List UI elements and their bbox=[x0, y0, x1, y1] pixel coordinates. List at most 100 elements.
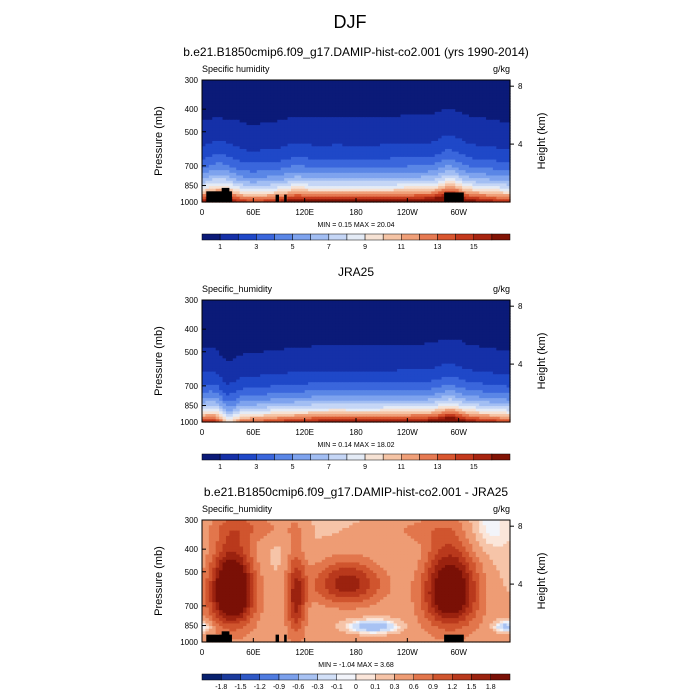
colorbar-tick-label: -1.5 bbox=[234, 684, 246, 691]
colorbar-swatch bbox=[364, 233, 384, 241]
colorbar: -1.8 -1.5 -1.2 -0.9 -0.6 -0.3 -0.1 0 0.1 0.3 0.6 0.… bbox=[201, 673, 511, 691]
colorbar-swatch bbox=[491, 233, 511, 241]
colorbar-tick-label: 11 bbox=[398, 244, 405, 251]
x-tick-label: 0 bbox=[200, 648, 205, 657]
colorbar-swatch bbox=[346, 453, 366, 461]
y-tick-label: 850 bbox=[185, 182, 199, 191]
min-max-label: MIN = 0.14 MAX = 18.02 bbox=[317, 442, 394, 449]
colorbar-tick-label: -0.9 bbox=[273, 684, 285, 691]
colorbar-swatch bbox=[201, 673, 222, 681]
colorbar-swatch bbox=[364, 453, 384, 461]
x-tick-label: 60W bbox=[450, 428, 467, 437]
topography-mask bbox=[221, 187, 230, 202]
colorbar-swatch bbox=[455, 453, 475, 461]
colorbar-tick-label: 0.1 bbox=[370, 684, 380, 691]
colorbar-tick-label: 3 bbox=[254, 464, 258, 471]
panel-1: b.e21.B1850cmip6.f09_g17.DAMIP-hist-co2.… bbox=[153, 45, 548, 251]
y-axis-label: Pressure (mb) bbox=[153, 546, 165, 616]
colorbar-swatch bbox=[240, 673, 260, 681]
y-tick-label: 500 bbox=[185, 348, 199, 357]
colorbar-tick-label: 5 bbox=[291, 244, 295, 251]
y-tick-label: 1000 bbox=[180, 418, 198, 427]
topography-mask bbox=[275, 194, 279, 202]
colorbar-swatch bbox=[317, 673, 337, 681]
y-right-axis-label: Height (km) bbox=[536, 333, 548, 390]
x-tick-label: 0 bbox=[200, 428, 205, 437]
panel-variable-label: Specific_humidity bbox=[202, 284, 273, 294]
colorbar-swatch bbox=[292, 233, 311, 241]
colorbar-tick-label: 7 bbox=[327, 244, 331, 251]
y-tick-label: 850 bbox=[185, 622, 199, 631]
y-tick-label: 700 bbox=[185, 602, 199, 611]
colorbar-tick-label: 1 bbox=[218, 464, 222, 471]
y-tick-label: 700 bbox=[185, 162, 199, 171]
colorbar-swatch bbox=[382, 453, 402, 461]
colorbar-swatch bbox=[394, 673, 414, 681]
colorbar-tick-label: 1 bbox=[218, 244, 222, 251]
y-tick-label: 300 bbox=[185, 76, 199, 85]
colorbar-tick-label: 0.9 bbox=[428, 684, 438, 691]
colorbar-swatch bbox=[437, 233, 456, 241]
x-tick-label: 180 bbox=[349, 428, 363, 437]
colorbar-swatch bbox=[471, 673, 491, 681]
colorbar-swatch bbox=[452, 673, 472, 681]
topography-mask bbox=[444, 192, 464, 202]
colorbar-swatch bbox=[382, 233, 402, 241]
panel-title: b.e21.B1850cmip6.f09_g17.DAMIP-hist-co2.… bbox=[204, 485, 508, 499]
x-tick-label: 120W bbox=[397, 648, 418, 657]
colorbar-swatch bbox=[437, 453, 456, 461]
y-axis-label: Pressure (mb) bbox=[153, 326, 165, 396]
x-tick-label: 60E bbox=[246, 648, 260, 657]
colorbar: 1 3 5 7 9 11 13 15 bbox=[201, 233, 511, 251]
colorbar-swatch bbox=[336, 673, 357, 681]
x-tick-label: 180 bbox=[349, 648, 363, 657]
colorbar-swatch bbox=[256, 233, 275, 241]
y-right-tick-label: 4 bbox=[518, 360, 523, 369]
topography-mask bbox=[221, 631, 230, 642]
figure-title: DJF bbox=[334, 12, 367, 32]
x-tick-label: 120W bbox=[397, 208, 418, 217]
panel-title: JRA25 bbox=[338, 265, 374, 279]
colorbar-swatch bbox=[375, 673, 395, 681]
colorbar-swatch bbox=[221, 673, 241, 681]
y-tick-label: 500 bbox=[185, 128, 199, 137]
contour-field bbox=[202, 520, 511, 643]
x-tick-label: 0 bbox=[200, 208, 205, 217]
colorbar-tick-label: -1.8 bbox=[215, 684, 227, 691]
y-right-tick-label: 8 bbox=[518, 302, 523, 311]
colorbar-swatch bbox=[292, 453, 311, 461]
colorbar-tick-label: 9 bbox=[363, 464, 367, 471]
colorbar-swatch bbox=[328, 453, 348, 461]
y-tick-label: 1000 bbox=[180, 638, 198, 647]
topography-mask bbox=[206, 191, 232, 202]
colorbar-swatch bbox=[432, 673, 453, 681]
min-max-label: MIN = -1.04 MAX = 3.68 bbox=[318, 662, 394, 669]
y-tick-label: 500 bbox=[185, 568, 199, 577]
y-axis-label: Pressure (mb) bbox=[153, 106, 165, 176]
topography-mask bbox=[206, 634, 232, 642]
colorbar: 1 3 5 7 9 11 13 15 bbox=[201, 453, 511, 471]
colorbar-swatch bbox=[490, 673, 511, 681]
topography-mask bbox=[444, 634, 464, 642]
panel-variable-label: Specific humidity bbox=[202, 64, 270, 74]
y-tick-label: 300 bbox=[185, 296, 199, 305]
colorbar-tick-label: 9 bbox=[363, 244, 367, 251]
colorbar-tick-label: 0.3 bbox=[390, 684, 400, 691]
min-max-label: MIN = 0.15 MAX = 20.04 bbox=[317, 222, 394, 229]
y-tick-label: 400 bbox=[185, 105, 199, 114]
colorbar-swatch bbox=[355, 673, 376, 681]
colorbar-swatch bbox=[310, 453, 330, 461]
colorbar-swatch bbox=[274, 453, 293, 461]
colorbar-tick-label: 3 bbox=[254, 244, 258, 251]
colorbar-tick-label: -0.3 bbox=[311, 684, 323, 691]
y-right-axis-label: Height (km) bbox=[536, 553, 548, 610]
colorbar-tick-label: 0 bbox=[354, 684, 358, 691]
y-tick-label: 850 bbox=[185, 402, 199, 411]
colorbar-swatch bbox=[346, 233, 366, 241]
contour-field bbox=[202, 80, 511, 203]
colorbar-swatch bbox=[278, 673, 299, 681]
colorbar-swatch bbox=[237, 453, 257, 461]
y-tick-label: 400 bbox=[185, 325, 199, 334]
